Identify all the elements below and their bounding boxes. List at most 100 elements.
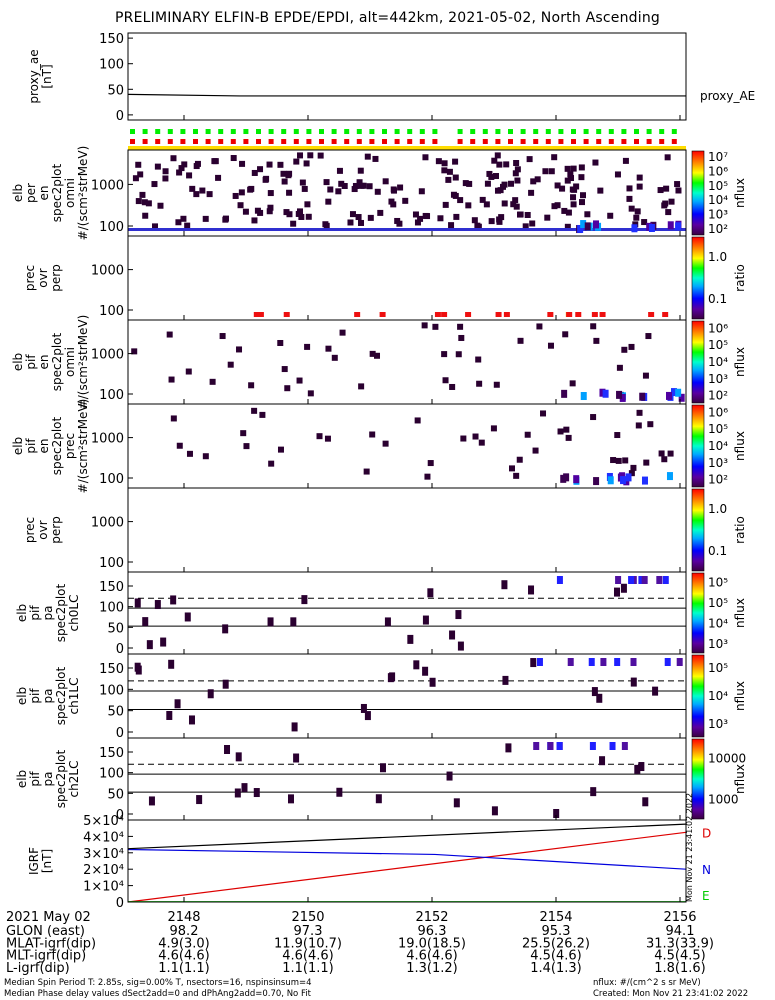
data-cell xyxy=(176,169,183,176)
y-axis-label: pa xyxy=(41,772,55,787)
data-cell xyxy=(349,211,356,218)
data-cell xyxy=(266,161,273,168)
data-cell xyxy=(168,376,175,383)
low-energy-band xyxy=(128,228,686,231)
data-cell xyxy=(580,192,587,199)
flag-red-mark xyxy=(596,139,602,144)
data-cell xyxy=(222,624,229,634)
data-cell xyxy=(621,346,628,353)
flag-green-mark xyxy=(142,129,148,134)
data-cell xyxy=(621,742,628,750)
data-cell xyxy=(351,186,358,193)
data-cell xyxy=(607,212,614,219)
data-cell xyxy=(551,154,558,161)
y-axis-label: elb xyxy=(11,184,25,202)
data-cell xyxy=(562,331,569,338)
data-cell xyxy=(590,414,597,421)
data-cell xyxy=(630,464,637,471)
data-cell xyxy=(180,215,187,222)
data-cell xyxy=(286,211,293,218)
data-cell xyxy=(452,174,459,181)
panel-epde_spectra: elb per en spec2plot omni #/(scm²strMeV) 10²10… xyxy=(11,146,747,241)
created-stamp: Mon Nov 21 23:41:02 2022 xyxy=(685,793,694,902)
flag-red-mark xyxy=(621,139,627,144)
data-cell xyxy=(293,158,300,165)
flag-red-mark xyxy=(583,139,589,144)
data-cell xyxy=(453,798,460,808)
x-row-label: GLON (east) xyxy=(6,924,85,939)
data-cell xyxy=(338,180,345,187)
data-cell xyxy=(241,783,248,793)
y-tick-label: 50 xyxy=(107,705,124,720)
data-cell xyxy=(645,333,652,340)
data-cell xyxy=(630,677,637,687)
data-cell xyxy=(643,459,650,466)
data-cell xyxy=(382,440,389,447)
data-cell xyxy=(524,211,531,218)
data-cell xyxy=(211,158,218,165)
data-cell xyxy=(580,220,587,229)
data-cell xyxy=(648,223,655,232)
data-cell xyxy=(286,189,293,196)
colorbar-tick-label: 10⁵ xyxy=(708,422,728,436)
data-cell xyxy=(559,185,566,192)
data-cell xyxy=(628,343,635,350)
data-cell xyxy=(280,170,287,177)
data-cell xyxy=(298,213,305,220)
data-cell xyxy=(666,472,673,481)
data-cell xyxy=(358,219,365,226)
data-cell xyxy=(335,188,342,195)
y-tick-label: 100 xyxy=(99,220,124,235)
flag-green-mark xyxy=(167,129,173,134)
data-cell xyxy=(202,215,209,222)
data-cell xyxy=(591,687,598,697)
data-cell xyxy=(139,191,146,198)
flag-red-mark xyxy=(407,139,413,144)
data-cell xyxy=(374,352,381,359)
data-cell xyxy=(193,191,200,198)
data-cell xyxy=(336,167,343,174)
x-tick-label: 2148 xyxy=(167,910,200,925)
data-cell xyxy=(323,179,330,186)
x-tick-label: 2152 xyxy=(415,910,448,925)
y-tick-label: 50 xyxy=(107,787,124,802)
data-cell xyxy=(510,201,517,208)
data-cell xyxy=(236,346,243,353)
data-cell xyxy=(522,223,529,230)
data-cell xyxy=(441,312,448,317)
data-cell xyxy=(193,163,200,170)
data-cell xyxy=(471,217,478,224)
series-line-total xyxy=(127,823,687,850)
footer-phase-delay: Median Phase delay values dSect2add=0 an… xyxy=(4,989,311,999)
flag-red-mark xyxy=(671,139,677,144)
data-cell xyxy=(235,752,242,762)
data-cell xyxy=(593,220,600,229)
data-cell xyxy=(501,181,508,188)
data-cell xyxy=(254,207,261,214)
data-cell xyxy=(397,184,404,191)
colorbar-tick-label: 1000 xyxy=(708,793,739,807)
data-cell xyxy=(360,703,367,713)
data-cell xyxy=(452,158,459,165)
data-cell xyxy=(174,699,181,709)
data-cell xyxy=(287,794,294,804)
data-cell xyxy=(557,428,564,435)
x-row-value: 1.8(1.6) xyxy=(654,961,706,975)
y-axis-label: elb xyxy=(15,604,29,622)
x-row-value: 4.6(4.6) xyxy=(282,949,334,964)
data-cell xyxy=(530,178,537,185)
data-cell xyxy=(631,224,638,233)
data-cell xyxy=(412,211,419,218)
data-cell xyxy=(634,764,641,774)
data-cell xyxy=(674,181,681,188)
flag-green-mark xyxy=(470,129,476,134)
footer-created: Created: Mon Nov 21 23:41:02 2022 xyxy=(593,989,749,999)
data-cell xyxy=(449,383,456,390)
data-cell xyxy=(199,187,206,194)
data-cell xyxy=(234,788,241,798)
data-cell xyxy=(434,312,441,317)
data-cell xyxy=(394,217,401,224)
y-axis-label: #/(scm²strMeV) xyxy=(76,399,90,494)
data-cell xyxy=(664,154,671,161)
flag-red-mark xyxy=(344,139,350,144)
